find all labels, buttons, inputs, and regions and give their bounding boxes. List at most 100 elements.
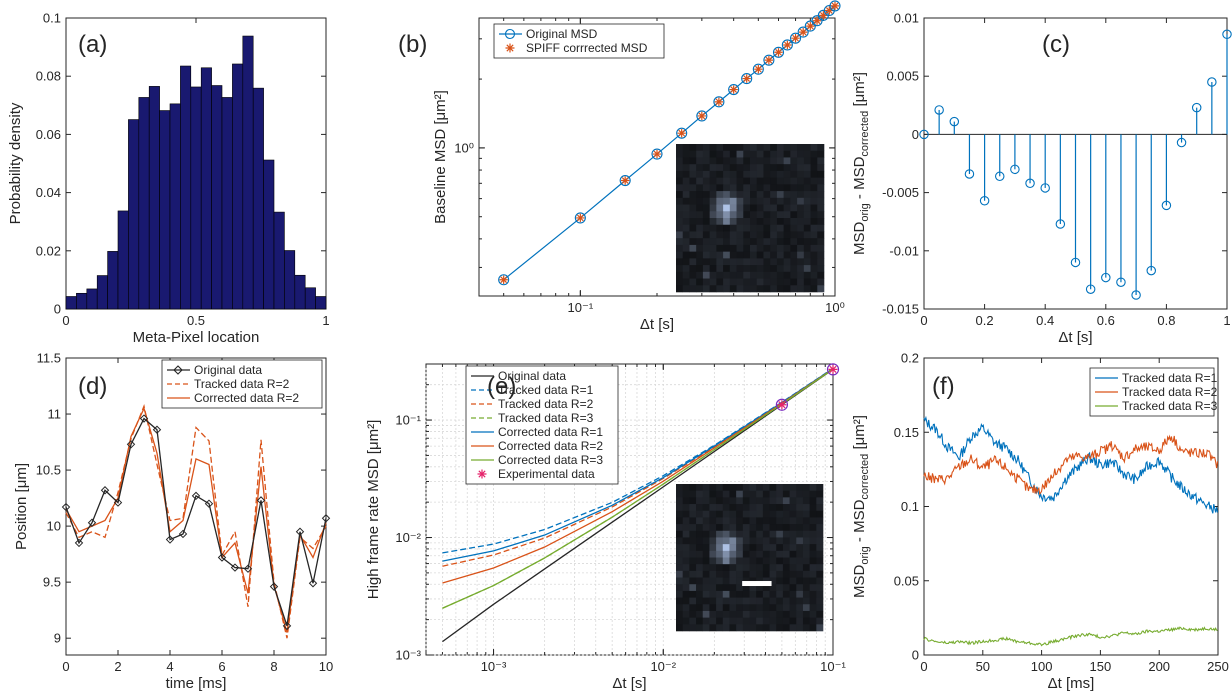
inset-pixel-e — [736, 617, 744, 625]
inset-pixel-b — [803, 211, 811, 219]
inset-pixel-b — [723, 204, 731, 212]
inset-pixel-e — [776, 530, 784, 538]
inset-pixel-e — [729, 624, 737, 632]
inset-pixel-b — [709, 157, 717, 165]
inset-pixel-e — [789, 597, 797, 605]
inset-pixel-e — [716, 610, 724, 618]
inset-pixel-e — [769, 597, 777, 605]
legend-label-e: Tracked data R=2 — [498, 397, 594, 411]
legend-box-d — [161, 359, 323, 409]
inset-pixel-b — [723, 177, 731, 185]
inset-pixel-b — [696, 278, 704, 286]
inset-pixel-b — [790, 265, 798, 273]
x-tick-label-f: 100 — [1031, 659, 1053, 674]
inset-pixel-b — [702, 285, 710, 293]
panel-b: 10⁻¹ 10⁰ 10⁰ Δt [s] Baseline MSD [μm²] Origin… — [432, 0, 845, 333]
inset-pixel-b — [723, 150, 731, 158]
inset-pixel-e — [782, 497, 790, 505]
inset-pixel-e — [702, 544, 710, 552]
inset-pixel-e — [676, 577, 683, 585]
inset-pixel-b — [750, 164, 758, 172]
data-point-original-data — [191, 491, 201, 501]
stem-marker — [1176, 137, 1187, 148]
inset-pixel-e — [716, 617, 724, 625]
inset-pixel-b — [803, 197, 811, 205]
inset-pixel-b — [783, 278, 791, 286]
data-point-original-data — [321, 514, 331, 523]
inset-pixel-e — [809, 564, 817, 572]
inset-pixel-b — [689, 218, 697, 226]
inset-pixel-e — [729, 584, 737, 592]
inset-pixel-b — [696, 164, 704, 172]
inset-pixel-b — [696, 177, 704, 185]
inset-pixel-e — [709, 570, 717, 578]
inset-pixel-b — [803, 244, 811, 252]
inset-pixel-e — [736, 510, 744, 518]
x-tick-label-b: 10⁰ — [825, 300, 845, 315]
data-point-experimental — [777, 400, 787, 410]
x-axis-label-d: time [ms] — [166, 675, 227, 691]
inset-pixel-b — [723, 244, 731, 252]
inset-pixel-e — [749, 564, 757, 572]
inset-pixel-b — [770, 211, 778, 219]
data-point-spiff-corrected-msd — [697, 111, 707, 121]
inset-pixel-e — [722, 544, 730, 552]
inset-pixel-e — [682, 617, 690, 625]
inset-pixel-b — [803, 224, 811, 232]
inset-pixel-b — [817, 251, 825, 259]
inset-pixel-e — [782, 597, 790, 605]
inset-pixel-e — [736, 584, 744, 592]
inset-pixel-b — [736, 218, 744, 226]
inset-pixel-e — [722, 584, 730, 592]
data-point-original-data — [230, 563, 240, 572]
inset-pixel-e — [742, 617, 750, 625]
inset-pixel-b — [750, 191, 758, 199]
inset-pixel-b — [696, 184, 704, 192]
series-line-corrected-r2 — [442, 368, 834, 584]
inset-pixel-e — [676, 497, 683, 505]
inset-pixel-b — [776, 231, 784, 239]
inset-pixel-e — [716, 570, 724, 578]
inset-pixel-e — [689, 624, 697, 632]
inset-pixel-e — [682, 577, 690, 585]
inset-pixel-b — [790, 170, 798, 178]
inset-pixel-b — [770, 271, 778, 279]
inset-pixel-e — [782, 617, 790, 625]
inset-pixel-b — [736, 211, 744, 219]
inset-pixel-b — [810, 170, 818, 178]
inset-pixel-e — [729, 484, 737, 491]
inset-pixel-b — [696, 224, 704, 232]
inset-pixel-e — [809, 604, 817, 612]
inset-pixel-e — [776, 570, 784, 578]
inset-pixel-e — [736, 557, 744, 565]
histogram-bar — [232, 63, 244, 310]
inset-pixel-e — [749, 537, 757, 545]
inset-pixel-b — [736, 278, 744, 286]
inset-pixel-e — [796, 550, 804, 558]
inset-pixel-e — [802, 610, 810, 618]
inset-pixel-e — [696, 510, 704, 518]
inset-pixel-e — [749, 557, 757, 565]
inset-pixel-b — [783, 265, 791, 273]
inset-pixel-b — [682, 238, 690, 246]
inset-pixel-e — [802, 604, 810, 612]
inset-pixel-b — [709, 211, 717, 219]
inset-pixel-e — [769, 604, 777, 612]
data-point-original-data — [74, 538, 84, 548]
inset-pixel-b — [783, 184, 791, 192]
inset-pixel-b — [783, 251, 791, 259]
inset-pixel-e — [776, 590, 784, 598]
inset-pixel-b — [810, 224, 818, 232]
inset-pixel-e — [689, 510, 697, 518]
series-line-corrected-r3 — [442, 368, 834, 609]
inset-pixel-b — [770, 278, 778, 286]
inset-pixel-e — [702, 484, 710, 491]
inset-pixel-b — [817, 150, 825, 158]
inset-pixel-e — [762, 590, 770, 598]
x-tick-label-c: 0.4 — [1036, 313, 1054, 328]
inset-pixel-e — [756, 570, 764, 578]
inset-pixel-b — [803, 177, 811, 185]
inset-pixel-e — [782, 544, 790, 552]
inset-pixel-b — [743, 144, 751, 152]
inset-pixel-b — [689, 170, 697, 178]
